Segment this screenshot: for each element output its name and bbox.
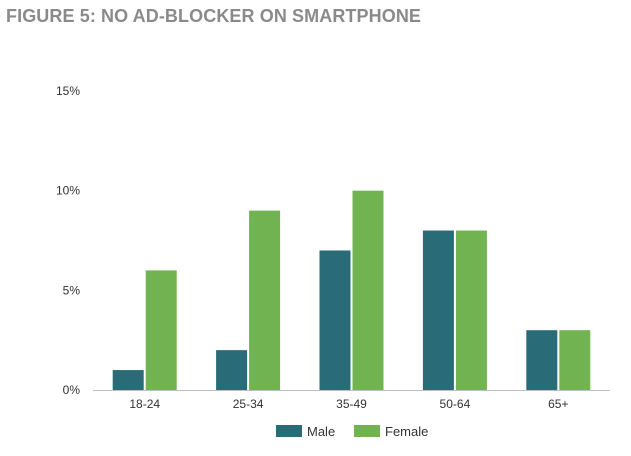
bar-female-65+ [559,330,591,390]
bar-male-50-64 [422,230,454,390]
bar-male-65+ [526,330,558,390]
bars [112,190,591,390]
y-axis: 0% 5% 10% 15% [56,84,80,397]
x-tick-label: 18-24 [129,397,160,411]
x-tick-label: 25-34 [233,397,264,411]
bar-female-25-34 [249,210,281,390]
x-axis: 18-24 25-34 35-49 50-64 65+ [129,397,568,411]
legend-label-male: Male [307,424,335,439]
x-tick-label: 65+ [548,397,568,411]
bar-female-50-64 [455,230,487,390]
legend-swatch-male [276,425,302,437]
y-tick-label: 10% [56,184,80,198]
bar-female-35-49 [352,190,384,390]
bar-female-18-24 [145,270,177,390]
x-tick-label: 50-64 [440,397,471,411]
bar-male-25-34 [216,350,248,390]
y-tick-label: 15% [56,84,80,98]
y-tick-label: 0% [63,383,81,397]
legend-label-female: Female [385,424,428,439]
legend-swatch-female [354,425,380,437]
bar-male-18-24 [112,370,144,390]
chart-title: FIGURE 5: NO AD-BLOCKER ON SMARTPHONE [6,6,422,26]
bar-male-35-49 [319,250,351,390]
x-tick-label: 35-49 [336,397,367,411]
y-tick-label: 5% [63,283,81,297]
legend: Male Female [276,424,428,439]
